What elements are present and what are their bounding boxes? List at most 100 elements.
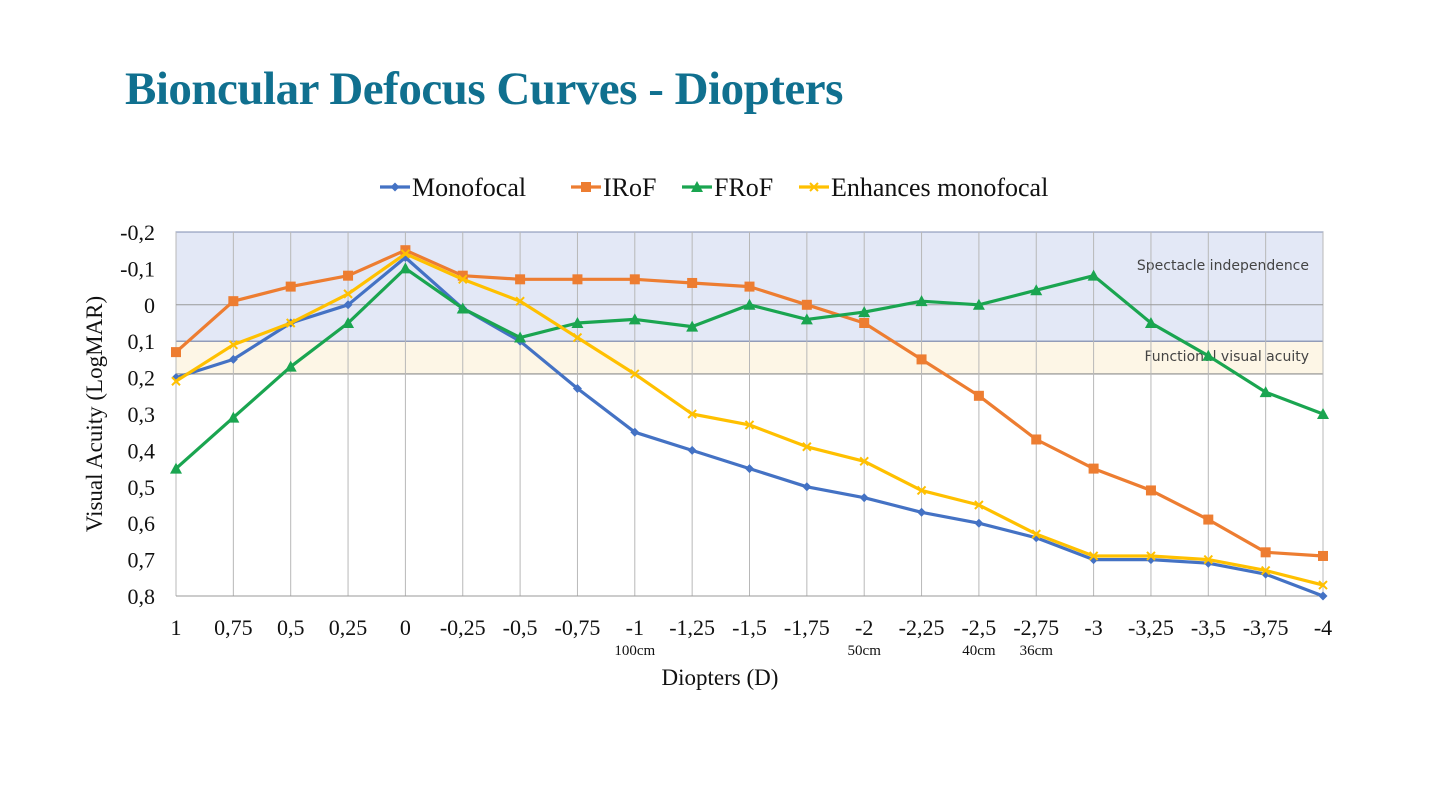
y-tick-label: 0,7	[128, 548, 156, 573]
data-point-frof	[858, 306, 871, 318]
grid-layer	[175, 232, 1324, 597]
data-point-frof	[628, 313, 641, 325]
distance-label: 100cm	[614, 643, 655, 659]
data-point-frof	[800, 313, 813, 325]
data-point-monofocal	[228, 354, 238, 364]
data-point-enhances-monofocal	[744, 420, 755, 430]
data-point-enhances-monofocal	[343, 289, 353, 299]
data-point-monofocal	[400, 252, 410, 262]
data-point-monofocal	[802, 482, 812, 492]
data-point-irof	[228, 296, 239, 307]
data-point-frof	[686, 320, 699, 332]
x-tick-label: -2,5	[961, 615, 996, 640]
data-point-enhances-monofocal	[285, 318, 296, 328]
x-tick-label: -3,25	[1128, 615, 1174, 640]
data-point-enhances-monofocal	[1203, 554, 1214, 565]
data-point-irof	[343, 270, 354, 281]
x-tick-label: -2,25	[899, 615, 945, 640]
x-tick-label: -2,75	[1013, 615, 1059, 640]
y-tick-label: -0,2	[120, 220, 155, 245]
zone-label-1: Functional visual acuity	[1144, 349, 1309, 365]
x-tick-label: 1	[171, 615, 182, 640]
data-point-frof	[1144, 317, 1157, 328]
data-point-enhances-monofocal	[572, 332, 583, 343]
data-point-frof	[342, 317, 355, 328]
data-point-frof	[227, 411, 240, 423]
data-point-enhances-monofocal	[458, 274, 468, 285]
legend-frof-item: FRoF	[682, 173, 773, 202]
data-point-irof	[1145, 485, 1156, 496]
data-point-frof	[972, 298, 985, 310]
x-tick-label: -3	[1084, 615, 1102, 640]
y-tick-label: 0,5	[128, 475, 156, 500]
data-point-enhances-monofocal	[400, 249, 411, 259]
data-point-monofocal	[572, 384, 582, 394]
legend-monofocal-label: Monofocal	[412, 173, 526, 202]
x-tick-label: 0,75	[214, 615, 253, 640]
data-point-irof	[572, 274, 583, 285]
x-tick-label: -3,5	[1191, 615, 1226, 640]
data-point-irof	[801, 299, 812, 310]
x-tick-label: -1,75	[784, 615, 830, 640]
distance-label: 40cm	[962, 643, 996, 659]
data-point-irof	[515, 274, 526, 285]
y-tick-label: 0,3	[128, 402, 156, 427]
y-tick-label: 0,1	[128, 329, 156, 354]
x-tick-label: -3,75	[1243, 615, 1289, 640]
data-point-enhances-monofocal	[1031, 529, 1041, 539]
data-point-irof	[285, 281, 296, 292]
data-point-frof	[1317, 408, 1329, 419]
y-axis-label: Visual Acuity (LogMAR)	[82, 296, 107, 532]
y-tick-label: 0,6	[128, 511, 156, 536]
data-point-enhances-monofocal	[228, 340, 239, 350]
legend-irof-label: IRoF	[603, 173, 656, 202]
data-point-frof	[1202, 349, 1215, 361]
x-tick-label: -2	[855, 615, 873, 640]
y-tick-label: -0,1	[120, 256, 155, 281]
data-point-monofocal	[745, 464, 754, 474]
zone-label-0: Spectacle independence	[1137, 258, 1309, 274]
data-point-monofocal	[974, 518, 984, 528]
x-tick-label: 0,5	[277, 615, 305, 640]
slide-title: Bioncular Defocus Curves - Diopters	[125, 63, 843, 115]
data-point-irof	[457, 270, 468, 281]
data-point-irof	[687, 277, 698, 288]
data-point-enhances-monofocal	[802, 442, 812, 452]
data-point-enhances-monofocal	[1146, 551, 1156, 561]
data-point-irof	[1088, 463, 1099, 474]
x-tick-label: -1,25	[669, 615, 715, 640]
x-axis-label: Diopters (D)	[662, 665, 779, 690]
data-point-monofocal	[687, 445, 697, 455]
data-point-irof	[629, 274, 640, 285]
legend-enhances-monofocal-marker	[809, 182, 819, 192]
y-tick-label: 0	[144, 293, 155, 318]
data-point-frof	[1087, 269, 1100, 281]
data-point-frof	[456, 302, 469, 314]
legend-frof-label: FRoF	[714, 173, 773, 202]
data-point-frof	[743, 298, 756, 310]
data-point-frof	[514, 331, 527, 343]
legend-enhances-monofocal-item: Enhances monofocal	[799, 173, 1048, 202]
data-point-irof	[916, 354, 927, 365]
data-point-enhances-monofocal	[1088, 551, 1099, 561]
distance-label: 50cm	[848, 643, 882, 659]
series-layer	[170, 245, 1329, 601]
x-tick-label: -4	[1314, 615, 1332, 640]
data-point-frof	[284, 360, 297, 372]
data-point-irof	[400, 245, 411, 256]
y-tick-label: 0,2	[128, 366, 156, 391]
data-point-monofocal	[1318, 591, 1328, 601]
data-point-frof	[1030, 284, 1043, 296]
data-point-monofocal	[917, 507, 927, 517]
data-point-monofocal	[343, 300, 353, 310]
data-point-enhances-monofocal	[515, 296, 525, 306]
data-point-frof	[170, 462, 182, 474]
legend: Monofocal IRoF FRoF Enhances monofocal	[380, 173, 1048, 202]
data-point-enhances-monofocal	[859, 456, 869, 467]
data-point-frof	[571, 317, 584, 328]
data-point-irof	[1031, 434, 1042, 445]
x-tick-label: -0,75	[555, 615, 601, 640]
data-point-irof	[1260, 547, 1271, 558]
x-tick-label: 0,25	[329, 615, 368, 640]
